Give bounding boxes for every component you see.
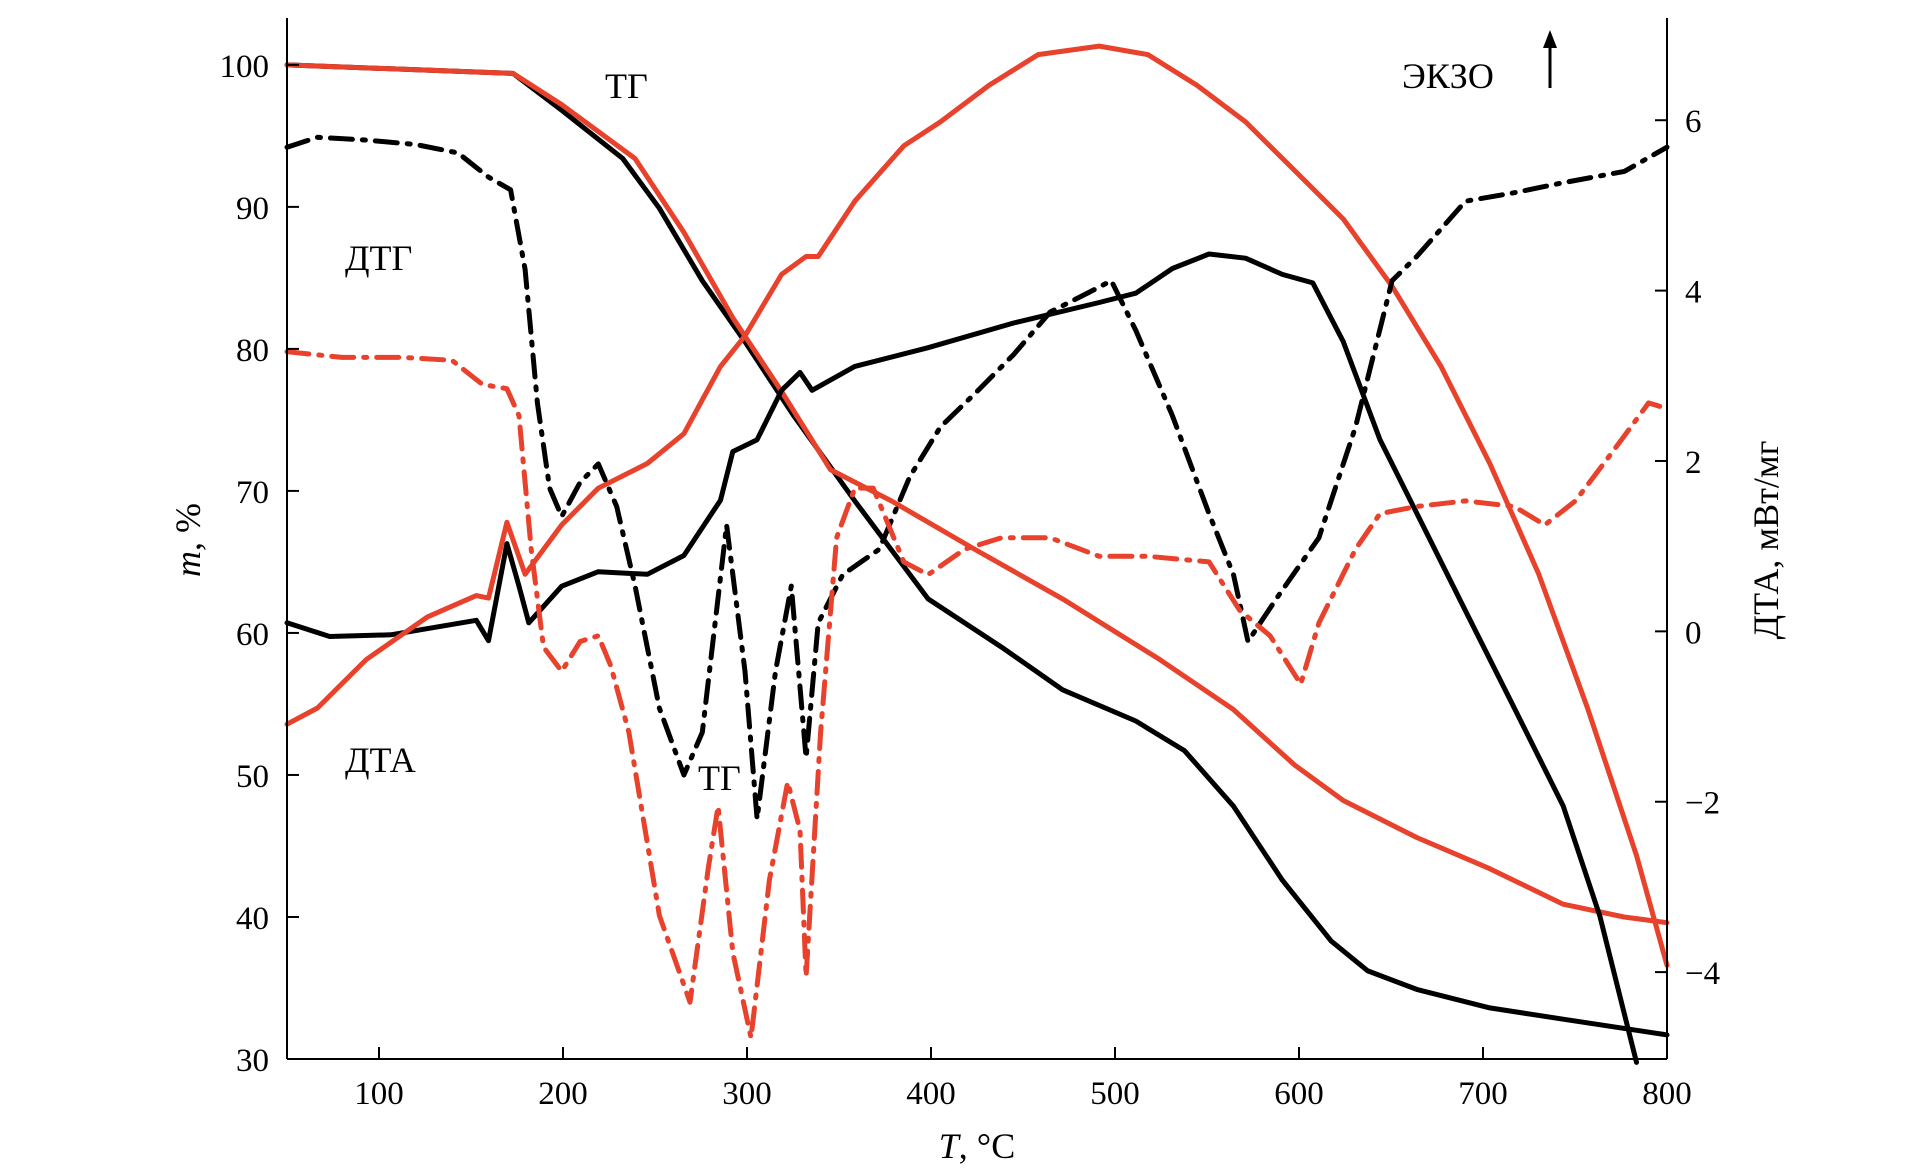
ticks-layer: 100 200 300 400 500 600 700 8003040506070809010… [220, 49, 1721, 1112]
y-tick-label: 30 [236, 1043, 269, 1079]
x-tick-label: 300 [722, 1076, 772, 1112]
y2-tick-label: 6 [1685, 104, 1702, 140]
annotation-tg-top: ТГ [605, 66, 648, 106]
x-tick-label: 100 [354, 1076, 404, 1112]
series-line-2 [284, 251, 1639, 1065]
y2-tick-label: 4 [1685, 275, 1702, 311]
annotation-tg-bottom: ТГ [698, 758, 741, 798]
y-tick-label: 80 [236, 333, 269, 369]
series-line-3 [284, 43, 1670, 968]
annotation-exo: ЭКЗО [1402, 56, 1494, 96]
annotation-dta: ДТА [345, 740, 416, 780]
y2-tick-label: −2 [1685, 786, 1720, 822]
y-tick-label: 70 [236, 475, 269, 511]
y-tick-label: 100 [220, 49, 270, 85]
x-tick-label: 800 [1642, 1076, 1692, 1112]
series-line-1 [284, 62, 1670, 926]
x-tick-label: 600 [1274, 1076, 1324, 1112]
exo-arrow-icon [1543, 30, 1557, 88]
annotation-dtg: ДТГ [345, 238, 412, 278]
y2-axis-label: ДТА, мВт/мг [1746, 441, 1786, 640]
series-line-0 [284, 62, 1670, 1038]
x-axis-label: T, °C [939, 1126, 1015, 1166]
x-tick-label: 500 [1090, 1076, 1140, 1112]
y2-tick-label: 0 [1685, 615, 1702, 651]
x-tick-label: 400 [906, 1076, 956, 1112]
y-tick-label: 90 [236, 191, 269, 227]
x-tick-label: 200 [538, 1076, 588, 1112]
x-tick-label: 700 [1458, 1076, 1508, 1112]
series-line-5 [284, 349, 1670, 1041]
y-tick-label: 60 [236, 617, 269, 653]
y-axis-label: m, % [168, 503, 208, 577]
y-tick-label: 40 [236, 901, 269, 937]
series-line-4 [284, 134, 1670, 822]
y-tick-label: 50 [236, 759, 269, 795]
series-layer [284, 43, 1670, 1065]
y2-tick-label: 2 [1685, 445, 1702, 481]
y2-tick-label: −4 [1685, 956, 1720, 992]
